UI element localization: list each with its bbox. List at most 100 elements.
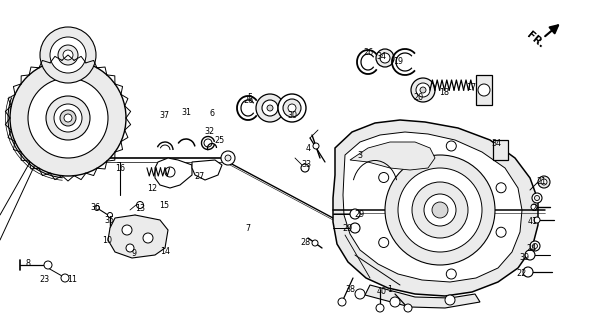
Text: 29: 29 bbox=[343, 223, 353, 233]
Circle shape bbox=[496, 227, 506, 237]
Circle shape bbox=[535, 196, 539, 201]
Circle shape bbox=[446, 141, 456, 151]
Circle shape bbox=[534, 217, 540, 223]
Text: 33: 33 bbox=[301, 159, 311, 169]
Circle shape bbox=[379, 172, 389, 182]
Circle shape bbox=[165, 167, 175, 177]
Circle shape bbox=[446, 269, 456, 279]
Circle shape bbox=[445, 295, 455, 305]
Text: 2: 2 bbox=[532, 204, 536, 212]
Circle shape bbox=[432, 202, 448, 218]
Text: 15: 15 bbox=[159, 201, 169, 210]
Circle shape bbox=[28, 78, 108, 158]
Text: 26: 26 bbox=[363, 47, 373, 57]
Polygon shape bbox=[333, 120, 538, 296]
Circle shape bbox=[376, 304, 384, 312]
Circle shape bbox=[54, 104, 82, 132]
Polygon shape bbox=[108, 215, 168, 258]
Text: 34: 34 bbox=[376, 52, 386, 60]
Circle shape bbox=[416, 83, 430, 97]
Text: 26: 26 bbox=[243, 95, 253, 105]
Circle shape bbox=[533, 244, 537, 249]
Text: 1: 1 bbox=[388, 284, 392, 293]
Circle shape bbox=[58, 45, 78, 65]
Circle shape bbox=[267, 105, 273, 111]
Circle shape bbox=[404, 304, 412, 312]
Circle shape bbox=[312, 240, 318, 246]
Circle shape bbox=[50, 37, 86, 73]
Text: 17: 17 bbox=[466, 83, 476, 92]
Circle shape bbox=[412, 182, 468, 238]
Circle shape bbox=[278, 94, 306, 122]
Circle shape bbox=[350, 209, 360, 219]
Circle shape bbox=[376, 49, 394, 67]
Text: 19: 19 bbox=[393, 57, 403, 66]
Text: 24: 24 bbox=[526, 244, 536, 252]
Circle shape bbox=[478, 84, 490, 96]
Text: 25: 25 bbox=[215, 135, 225, 145]
Circle shape bbox=[379, 237, 389, 247]
Text: 5: 5 bbox=[247, 92, 253, 101]
Circle shape bbox=[40, 27, 96, 83]
Circle shape bbox=[424, 194, 456, 226]
Text: 18: 18 bbox=[439, 87, 449, 97]
Circle shape bbox=[380, 53, 390, 63]
Polygon shape bbox=[155, 158, 192, 188]
Text: 36: 36 bbox=[90, 203, 100, 212]
Circle shape bbox=[94, 205, 100, 211]
Circle shape bbox=[525, 250, 535, 260]
Circle shape bbox=[355, 289, 365, 299]
Text: 13: 13 bbox=[135, 204, 145, 212]
Circle shape bbox=[61, 274, 69, 282]
Text: 30: 30 bbox=[287, 110, 297, 119]
Text: FR.: FR. bbox=[525, 30, 546, 50]
Circle shape bbox=[10, 60, 126, 176]
Text: 12: 12 bbox=[147, 183, 157, 193]
Text: 40: 40 bbox=[377, 286, 387, 295]
Text: 23: 23 bbox=[39, 276, 49, 284]
Text: 14: 14 bbox=[160, 246, 170, 255]
Text: 10: 10 bbox=[102, 236, 112, 244]
Text: 29: 29 bbox=[355, 210, 365, 219]
Circle shape bbox=[531, 204, 537, 210]
Circle shape bbox=[204, 139, 212, 147]
Polygon shape bbox=[192, 160, 222, 180]
Polygon shape bbox=[350, 142, 435, 170]
Circle shape bbox=[350, 223, 360, 233]
Circle shape bbox=[221, 151, 235, 165]
Text: 20: 20 bbox=[413, 92, 423, 101]
Circle shape bbox=[398, 168, 482, 252]
Circle shape bbox=[532, 193, 542, 203]
Text: 41: 41 bbox=[528, 217, 538, 226]
Text: 39: 39 bbox=[519, 253, 529, 262]
Circle shape bbox=[122, 225, 132, 235]
Circle shape bbox=[225, 155, 231, 161]
Circle shape bbox=[338, 298, 346, 306]
Circle shape bbox=[538, 176, 550, 188]
Circle shape bbox=[496, 183, 506, 193]
Circle shape bbox=[411, 78, 435, 102]
Circle shape bbox=[60, 110, 76, 126]
Circle shape bbox=[143, 233, 153, 243]
Circle shape bbox=[420, 87, 426, 93]
Text: 27: 27 bbox=[195, 172, 205, 180]
Circle shape bbox=[541, 179, 547, 185]
Circle shape bbox=[288, 104, 296, 112]
Text: 3: 3 bbox=[358, 150, 362, 159]
Circle shape bbox=[46, 96, 90, 140]
Circle shape bbox=[530, 241, 540, 251]
Text: 8: 8 bbox=[25, 260, 31, 268]
Circle shape bbox=[256, 94, 284, 122]
Text: 37: 37 bbox=[159, 110, 169, 119]
Polygon shape bbox=[476, 75, 492, 105]
Circle shape bbox=[523, 267, 533, 277]
Circle shape bbox=[283, 99, 301, 117]
Text: 4: 4 bbox=[306, 143, 310, 153]
Polygon shape bbox=[365, 285, 480, 308]
Text: 6: 6 bbox=[209, 108, 215, 117]
Text: 31: 31 bbox=[181, 108, 191, 116]
Text: 11: 11 bbox=[67, 276, 77, 284]
Circle shape bbox=[390, 297, 400, 307]
Text: 9: 9 bbox=[132, 249, 136, 258]
Text: 34: 34 bbox=[491, 139, 501, 148]
